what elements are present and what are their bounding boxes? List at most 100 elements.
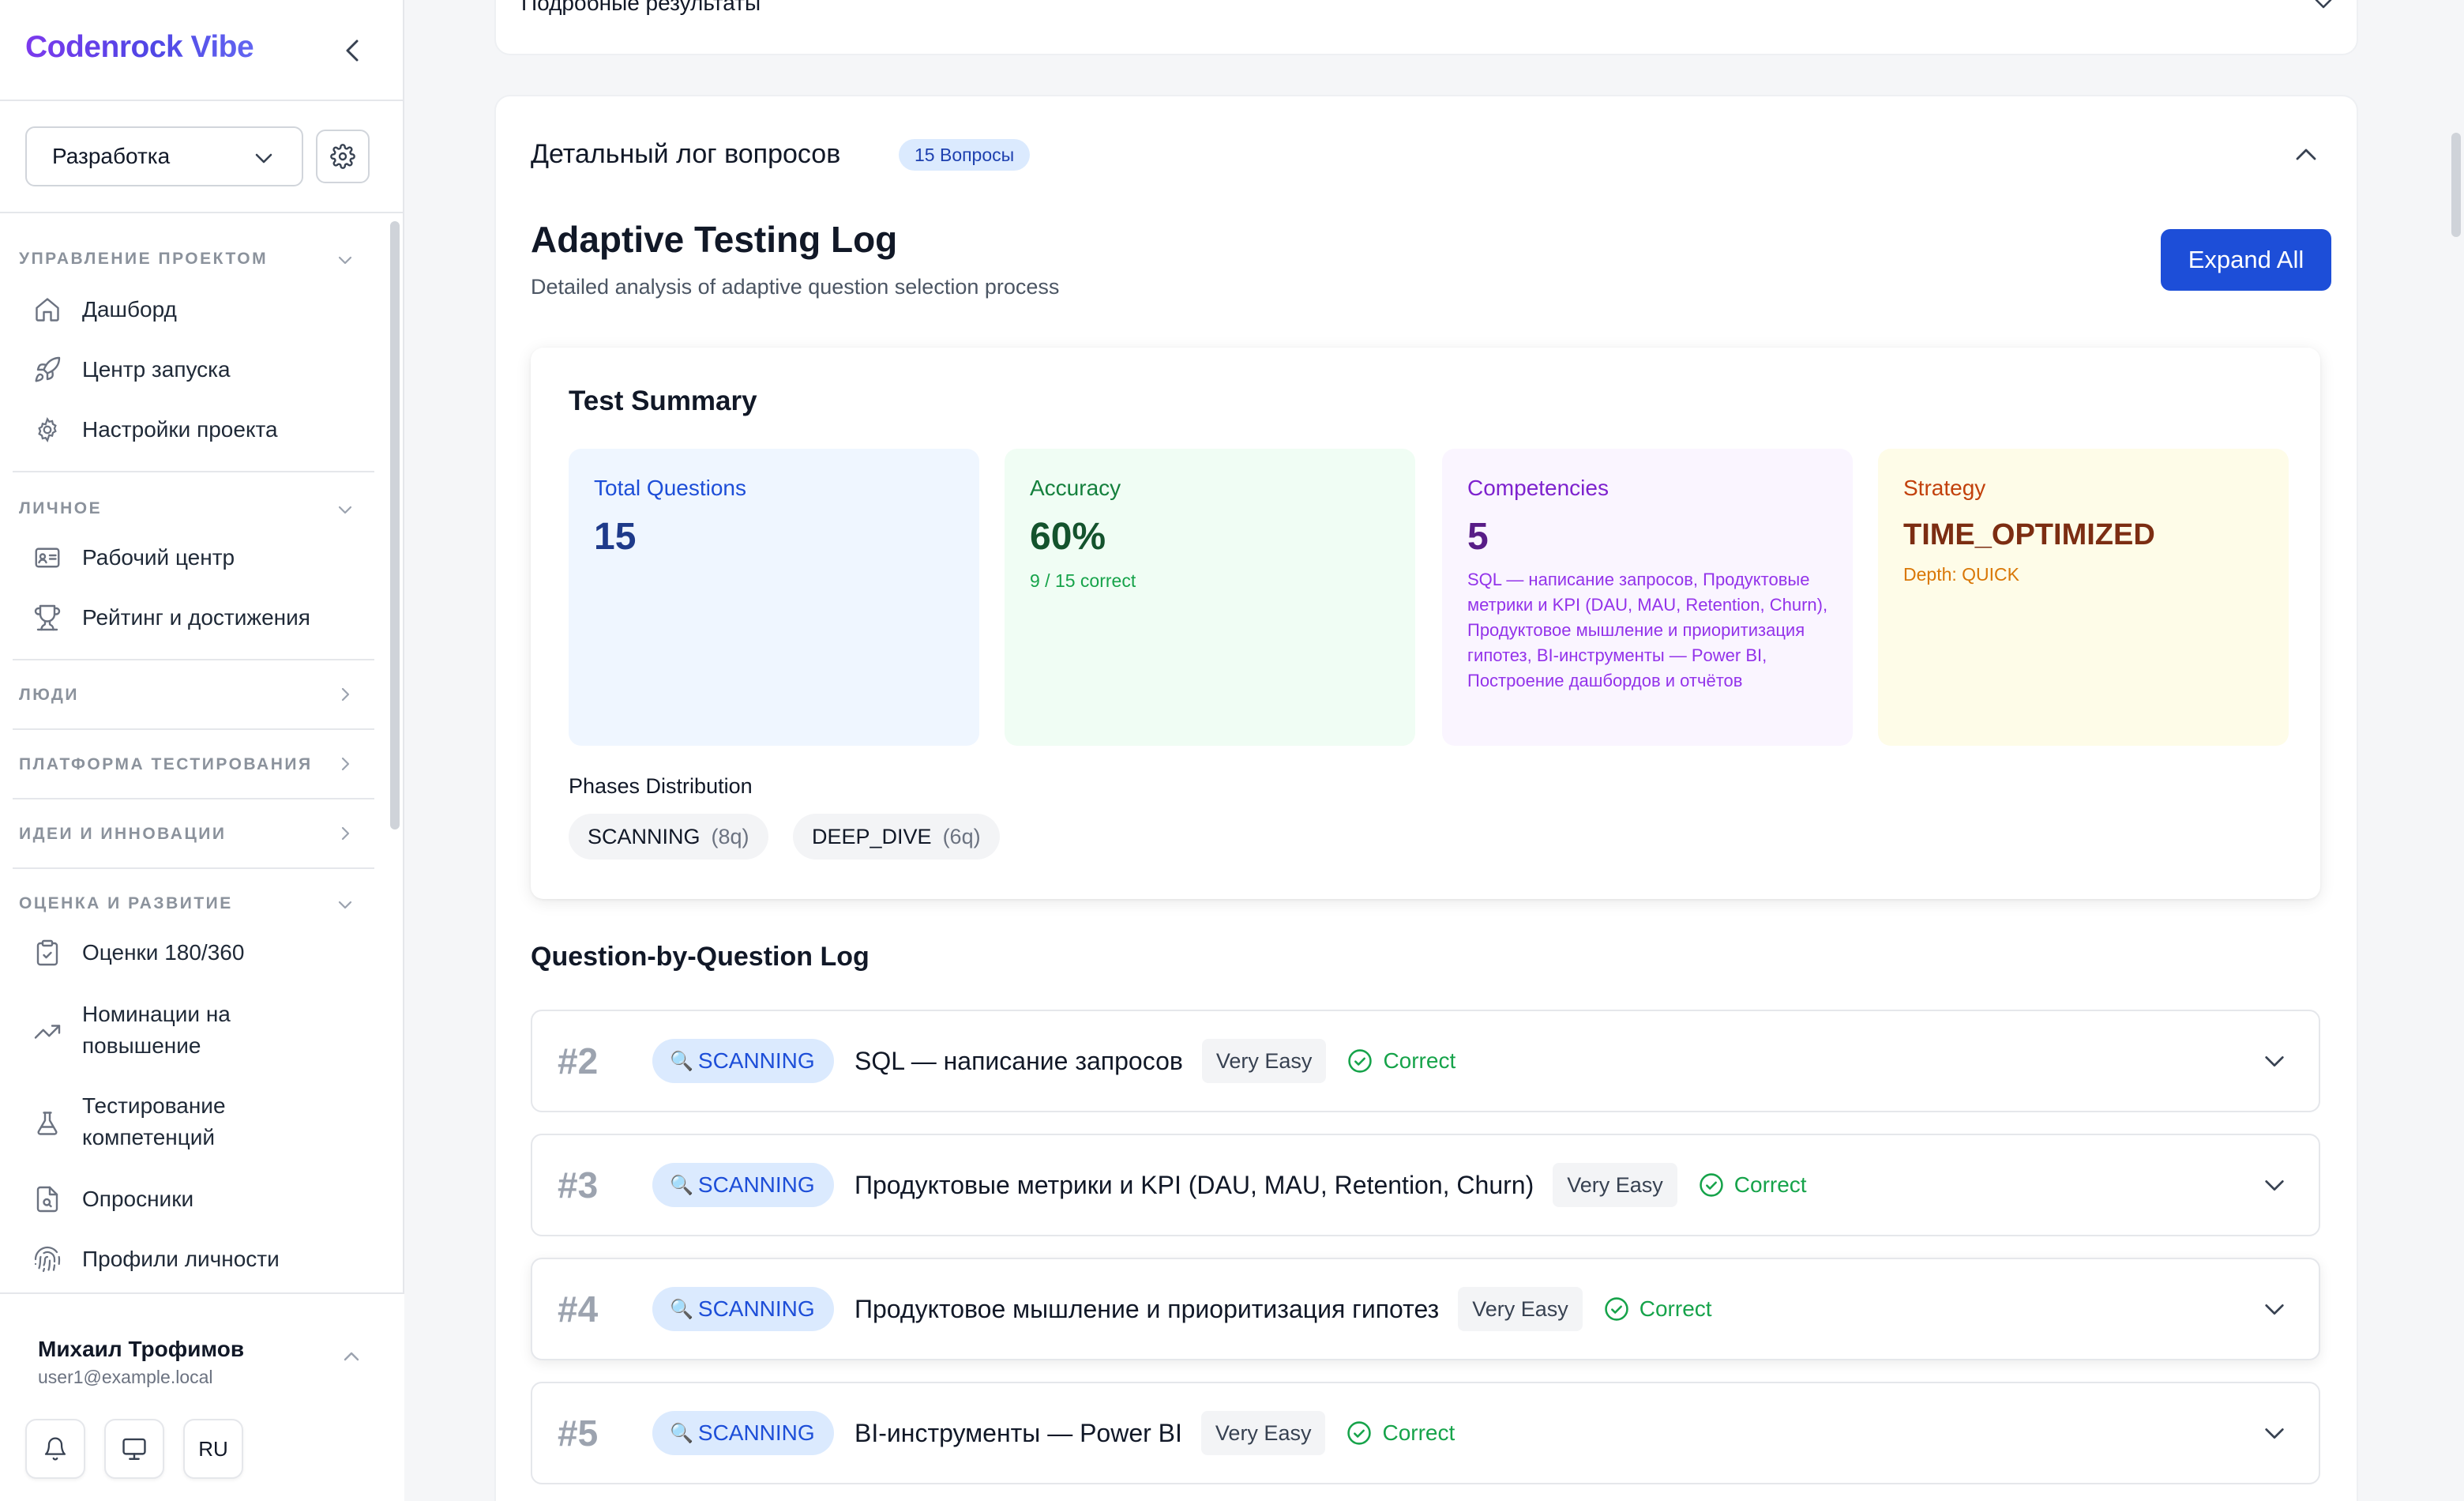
phase-label: SCANNING (697, 1420, 815, 1445)
result-status: Correct (1347, 1048, 1455, 1074)
brand-logo[interactable]: Codenrock Vibe (25, 30, 254, 70)
detailed-results-card[interactable]: Подробные результаты (494, 0, 2358, 55)
divider (13, 798, 374, 799)
question-count-badge: 15 Вопросы (899, 139, 1031, 171)
flask-icon (32, 1108, 63, 1139)
phase-count: (8q) (711, 824, 749, 848)
gear-icon (32, 414, 63, 446)
question-row[interactable]: #2 🔍 SCANNING SQL — написание запросов Ve… (531, 1010, 2320, 1112)
sidebar-item-workspace[interactable]: Рабочий центр (32, 542, 363, 574)
phase-name: SCANNING (588, 824, 701, 848)
chevron-right-icon[interactable] (336, 686, 354, 703)
sidebar-item-label: Настройки проекта (82, 417, 278, 442)
sidebar-item-label: Номинации на повышение (82, 1002, 231, 1058)
sidebar-item-personality-profiles[interactable]: Профили личности (32, 1243, 363, 1275)
project-settings-button[interactable] (316, 130, 370, 183)
question-row[interactable]: #5 🔍 SCANNING BI-инструменты — Power BI V… (531, 1382, 2320, 1484)
sidebar-item-surveys[interactable]: Опросники (32, 1183, 363, 1215)
sidebar-item-launch-center[interactable]: Центр запуска (32, 354, 363, 386)
sidebar-item-rating[interactable]: Рейтинг и достижения (32, 602, 363, 634)
sidebar-item-nominations[interactable]: Номинации на повышение (32, 999, 363, 1062)
sidebar-item-competency-testing[interactable]: Тестирование компетенций (32, 1090, 363, 1153)
question-row[interactable]: #4 🔍 SCANNING Продуктовое мышление и прио… (531, 1258, 2320, 1360)
phase-badge: 🔍 SCANNING (652, 1039, 834, 1083)
stat-value: 15 (594, 516, 637, 558)
stat-label: Total Questions (594, 476, 746, 500)
test-summary-card: Test Summary Total Questions 15 Accuracy… (531, 348, 2320, 899)
question-topic: BI-инструменты — Power BI (855, 1418, 1182, 1447)
divider (13, 867, 374, 869)
chevron-down-icon[interactable] (2262, 1296, 2287, 1322)
sidebar-item-label: Опросники (82, 1187, 194, 1211)
monitor-icon (122, 1438, 146, 1460)
sidebar-item-label: Дашборд (82, 297, 177, 322)
chevron-right-icon[interactable] (336, 755, 354, 773)
theme-button[interactable] (104, 1419, 164, 1479)
fingerprint-icon (32, 1243, 63, 1275)
magnifier-icon: 🔍 (670, 1422, 693, 1444)
section-header-people[interactable]: Люди (19, 686, 79, 704)
section-header-project[interactable]: Управление проектом (19, 250, 269, 268)
language-button[interactable]: RU (183, 1419, 243, 1479)
chevron-down-icon[interactable] (336, 896, 354, 913)
sidebar-item-project-settings[interactable]: Настройки проекта (32, 414, 363, 446)
chevron-right-icon[interactable] (336, 825, 354, 842)
question-log-title[interactable]: Детальный лог вопросов (531, 139, 841, 169)
project-select-value: Разработка (52, 144, 171, 168)
expand-all-button[interactable]: Expand All (2161, 229, 2331, 291)
chevron-up-icon[interactable] (2292, 141, 2320, 169)
result-label: Correct (1733, 1172, 1807, 1197)
check-circle-icon (1348, 1049, 1373, 1073)
project-select[interactable]: Разработка (25, 126, 303, 186)
result-status: Correct (1346, 1420, 1455, 1446)
stat-value: 60% (1030, 516, 1106, 558)
divider (13, 659, 374, 660)
notifications-button[interactable] (25, 1419, 85, 1479)
divider (13, 471, 374, 472)
sidebar-item-assessments[interactable]: Оценки 180/360 (32, 937, 363, 969)
divider (0, 100, 404, 101)
section-header-personal[interactable]: Личное (19, 499, 103, 517)
question-row[interactable]: #3 🔍 SCANNING Продуктовые метрики и KPI (… (531, 1134, 2320, 1236)
section-header-assessment[interactable]: Оценка и развитие (19, 894, 233, 912)
phase-count: (6q) (942, 824, 981, 848)
chevron-down-icon[interactable] (2262, 1172, 2287, 1198)
sidebar-item-dashboard[interactable]: Дашборд (32, 294, 363, 325)
chevron-down-icon[interactable] (2262, 1420, 2287, 1446)
check-circle-icon (1700, 1173, 1723, 1197)
phases-distribution-label: Phases Distribution (569, 774, 753, 798)
chevron-left-icon (346, 40, 359, 62)
trending-up-icon (32, 1016, 63, 1048)
check-circle-icon (1347, 1421, 1372, 1445)
result-status: Correct (1603, 1296, 1712, 1322)
stat-label: Strategy (1903, 476, 1986, 500)
divider (13, 728, 374, 730)
sidebar-item-label: Центр запуска (82, 357, 231, 382)
chevron-down-icon[interactable] (336, 501, 354, 518)
stat-strategy: Strategy TIME_OPTIMIZED Depth: QUICK (1878, 449, 2289, 746)
page-subtitle: Detailed analysis of adaptive question s… (531, 275, 1060, 299)
collapse-sidebar-button[interactable] (336, 35, 368, 66)
chevron-up-icon[interactable] (341, 1346, 362, 1367)
difficulty-badge: Very Easy (1200, 1411, 1326, 1455)
user-menu[interactable]: Михаил Трофимов user1@example.local RU (0, 1292, 404, 1501)
question-number: #2 (558, 1040, 599, 1082)
detailed-results-title: Подробные результаты (521, 0, 761, 15)
phase-chip: DEEP_DIVE (6q) (793, 814, 1000, 860)
page-scrollbar[interactable] (2451, 133, 2461, 237)
id-card-icon (32, 542, 63, 574)
chevron-down-icon[interactable] (336, 251, 354, 269)
question-topic: Продуктовое мышление и приоритизация гип… (855, 1294, 1440, 1323)
section-header-ideas[interactable]: Идеи и инновации (19, 825, 227, 843)
result-label: Correct (1639, 1296, 1712, 1321)
section-header-testing-platform[interactable]: Платформа тестирования (19, 755, 313, 773)
phase-label: SCANNING (697, 1172, 815, 1197)
stat-total-questions: Total Questions 15 (569, 449, 979, 746)
chevron-down-icon[interactable] (2262, 1048, 2287, 1074)
question-topic: SQL — написание запросов (855, 1046, 1183, 1075)
page-title: Adaptive Testing Log (531, 219, 898, 260)
chevron-down-icon[interactable] (2312, 0, 2334, 14)
sidebar-scrollbar[interactable] (390, 221, 400, 830)
file-search-icon (32, 1183, 63, 1215)
question-number: #5 (558, 1413, 599, 1454)
